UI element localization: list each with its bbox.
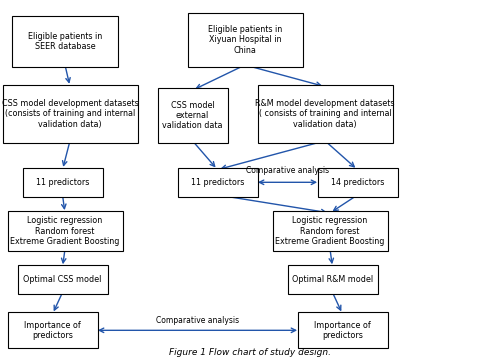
FancyBboxPatch shape: [2, 85, 138, 143]
FancyBboxPatch shape: [178, 168, 258, 197]
Text: Eligible patients in
SEER database: Eligible patients in SEER database: [28, 32, 102, 51]
Text: Logistic regression
Random forest
Extreme Gradient Boosting: Logistic regression Random forest Extrem…: [276, 216, 384, 246]
FancyBboxPatch shape: [188, 13, 302, 67]
FancyBboxPatch shape: [12, 16, 118, 67]
FancyBboxPatch shape: [318, 168, 398, 197]
FancyBboxPatch shape: [18, 265, 108, 294]
Text: 14 predictors: 14 predictors: [331, 178, 384, 187]
Text: Logistic regression
Random forest
Extreme Gradient Boosting: Logistic regression Random forest Extrem…: [10, 216, 120, 246]
FancyBboxPatch shape: [22, 168, 102, 197]
FancyBboxPatch shape: [288, 265, 378, 294]
Text: Importance of
predictors: Importance of predictors: [24, 321, 81, 340]
Text: CSS model
external
validation data: CSS model external validation data: [162, 101, 223, 130]
FancyBboxPatch shape: [158, 88, 228, 143]
Text: Figure 1 Flow chart of study design.: Figure 1 Flow chart of study design.: [169, 348, 331, 357]
Text: R&M model development datasets
( consists of training and internal
validation da: R&M model development datasets ( consist…: [256, 99, 395, 129]
Text: Comparative analysis: Comparative analysis: [156, 316, 239, 325]
FancyBboxPatch shape: [8, 211, 122, 251]
FancyBboxPatch shape: [298, 312, 388, 348]
FancyBboxPatch shape: [8, 312, 98, 348]
Text: Importance of
predictors: Importance of predictors: [314, 321, 371, 340]
Text: Comparative analysis: Comparative analysis: [246, 166, 329, 175]
Text: 11 predictors: 11 predictors: [191, 178, 244, 187]
FancyBboxPatch shape: [258, 85, 392, 143]
Text: 11 predictors: 11 predictors: [36, 178, 89, 187]
Text: Eligible patients in
Xiyuan Hospital in
China: Eligible patients in Xiyuan Hospital in …: [208, 25, 282, 55]
FancyBboxPatch shape: [272, 211, 388, 251]
Text: CSS model development datasets
(consists of training and internal
validation dat: CSS model development datasets (consists…: [2, 99, 138, 129]
Text: Optimal R&M model: Optimal R&M model: [292, 275, 373, 284]
Text: Optimal CSS model: Optimal CSS model: [24, 275, 102, 284]
